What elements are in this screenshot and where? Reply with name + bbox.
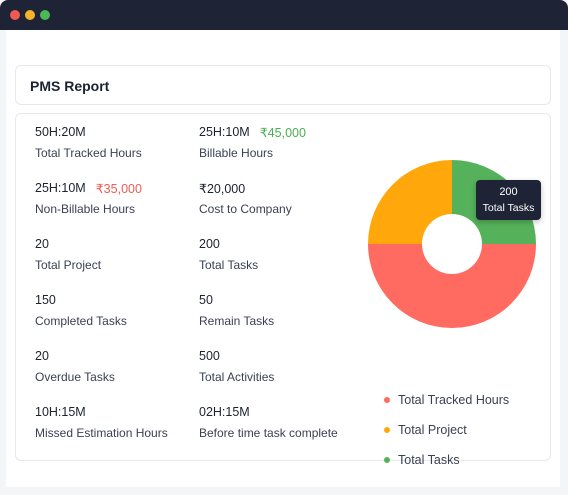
stat-label: Total Tasks — [199, 258, 259, 272]
legend-item: Total Project — [384, 422, 467, 438]
close-window-button[interactable] — [10, 10, 20, 20]
stat-value-row: 50H:20M — [35, 124, 200, 140]
stat-value-row: 20 — [35, 348, 200, 364]
report-title: PMS Report — [30, 78, 110, 94]
tooltip-label: Total Tasks — [482, 202, 535, 214]
stat-item: 50H:20M Total Tracked Hours — [35, 124, 200, 160]
stat-label: Remain Tasks — [199, 314, 275, 328]
stat-item: 50 Remain Tasks — [199, 292, 364, 328]
legend-item: Total Tracked Hours — [384, 392, 509, 408]
tooltip-value: 200 — [499, 186, 518, 198]
stat-label: Completed Tasks — [35, 314, 127, 328]
stat-label: Missed Estimation Hours — [35, 426, 168, 440]
stat-label: Overdue Tasks — [35, 370, 115, 384]
stat-item: 25H:10M ₹35,000 Non-Billable Hours — [35, 180, 200, 216]
stat-amount: ₹35,000 — [95, 181, 142, 196]
content-area: PMS Report 50H:20M Total Tracked Hours 25H… — [6, 30, 560, 487]
stat-value: 200 — [199, 237, 220, 251]
stat-value-row: 150 — [35, 292, 200, 308]
donut-slice[interactable] — [368, 160, 452, 244]
stat-label: Billable Hours — [199, 146, 274, 160]
stat-item: 25H:10M ₹45,000 Billable Hours — [199, 124, 364, 160]
stat-item: 20 Overdue Tasks — [35, 348, 200, 384]
report-header-card: PMS Report — [15, 65, 551, 105]
stat-value: 50H:20M — [35, 125, 86, 139]
stat-value: 50 — [199, 293, 213, 307]
stat-value: 02H:15M — [199, 405, 250, 419]
stat-amount: ₹45,000 — [259, 125, 306, 140]
stat-label: Total Tracked Hours — [35, 146, 142, 160]
legend-label: Total Project — [398, 423, 467, 437]
stat-value: 150 — [35, 293, 56, 307]
stat-value: 25H:10M — [35, 181, 86, 195]
stat-value: 10H:15M — [35, 405, 86, 419]
stat-label: Before time task complete — [199, 426, 338, 440]
stat-value-row: 25H:10M ₹35,000 — [35, 180, 200, 196]
legend-dot-icon — [384, 397, 390, 403]
chart-tooltip: 200 Total Tasks — [476, 180, 541, 220]
stat-value-row: 02H:15M — [199, 404, 364, 420]
maximize-window-button[interactable] — [40, 10, 50, 20]
legend-dot-icon — [384, 457, 390, 463]
stat-value: 25H:10M — [199, 125, 250, 139]
legend-item: Total Tasks — [384, 452, 460, 468]
donut-slice[interactable] — [368, 244, 536, 328]
stat-value-row: 200 — [199, 236, 364, 252]
donut-chart[interactable] — [362, 154, 542, 334]
donut-chart-svg — [368, 160, 536, 328]
stat-value-row: 25H:10M ₹45,000 — [199, 124, 364, 140]
stat-value-row: 50 — [199, 292, 364, 308]
stat-value-row: 500 — [199, 348, 364, 364]
stat-label: Non-Billable Hours — [35, 202, 136, 216]
stat-item: 150 Completed Tasks — [35, 292, 200, 328]
stat-label: Cost to Company — [199, 202, 292, 216]
minimize-window-button[interactable] — [25, 10, 35, 20]
stat-item: 500 Total Activities — [199, 348, 364, 384]
stat-item: 10H:15M Missed Estimation Hours — [35, 404, 200, 440]
stat-label: Total Project — [35, 258, 102, 272]
stat-label: Total Activities — [199, 370, 275, 384]
stat-value: 20 — [35, 237, 49, 251]
stat-value: ₹20,000 — [199, 181, 246, 196]
stat-value: 500 — [199, 349, 220, 363]
stat-item: 200 Total Tasks — [199, 236, 364, 272]
report-body-card: 50H:20M Total Tracked Hours 25H:10M ₹45,000… — [15, 113, 551, 467]
title-bar — [0, 0, 568, 30]
legend-label: Total Tracked Hours — [398, 393, 510, 407]
stat-value-row: 20 — [35, 236, 200, 252]
stat-value-row: 10H:15M — [35, 404, 200, 420]
legend-dot-icon — [384, 427, 390, 433]
stat-item: ₹20,000 Cost to Company — [199, 180, 364, 217]
stat-value: 20 — [35, 349, 49, 363]
stat-value-row: ₹20,000 — [199, 180, 364, 196]
legend-label: Total Tasks — [398, 453, 460, 467]
stat-item: 02H:15M Before time task complete — [199, 404, 364, 440]
stat-item: 20 Total Project — [35, 236, 200, 272]
